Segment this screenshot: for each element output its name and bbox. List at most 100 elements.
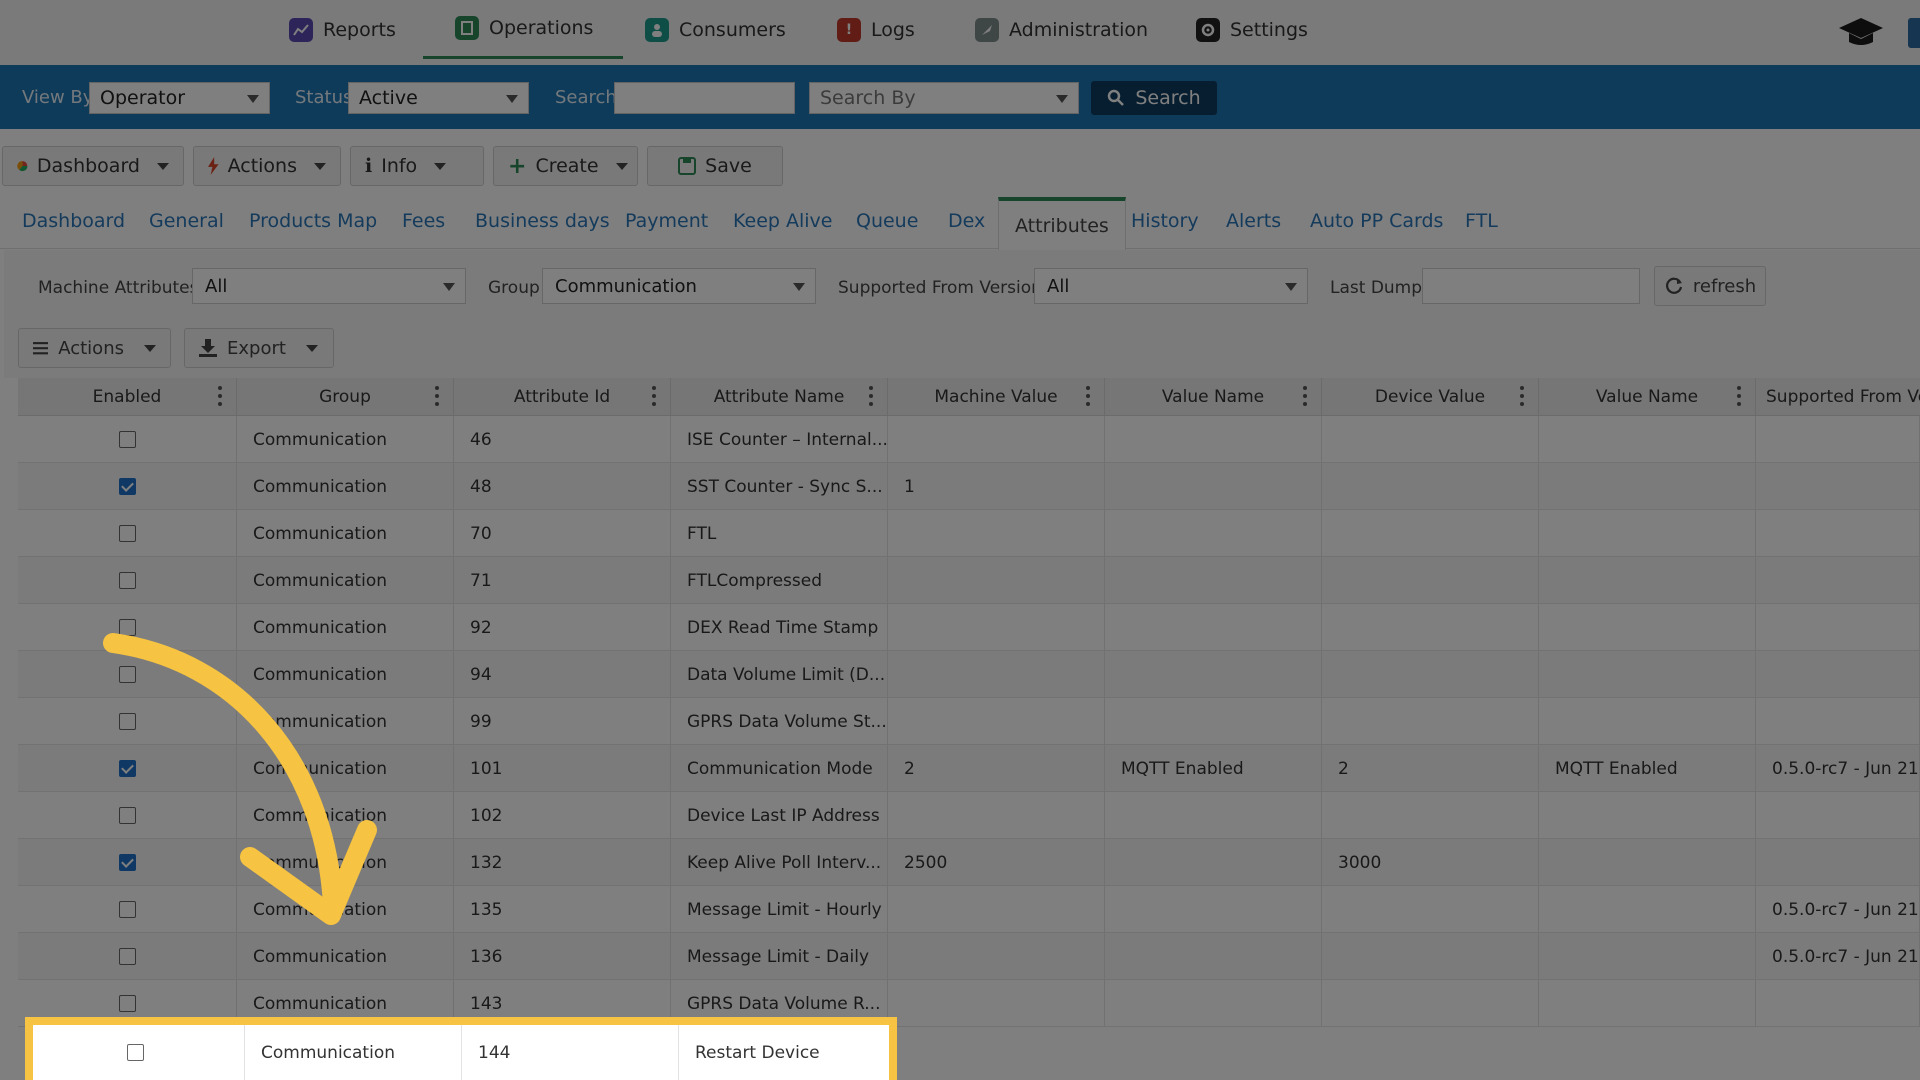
supported-from-version-cell [1756, 839, 1920, 886]
enabled-checkbox-cell [26, 1025, 245, 1080]
column-menu-icon[interactable] [1303, 386, 1307, 406]
tab-auto-pp-cards[interactable]: Auto PP Cards [1310, 210, 1444, 232]
tab-attributes[interactable]: Attributes [998, 197, 1126, 250]
search-button[interactable]: Search [1091, 81, 1217, 115]
table-row[interactable]: Communication 132 Keep Alive Poll Interv..… [18, 839, 1920, 886]
nav-logs[interactable]: ! Logs [837, 0, 915, 59]
table-row[interactable]: Communication 102 Device Last IP Address [18, 792, 1920, 839]
enabled-checkbox[interactable] [118, 572, 136, 589]
table-row[interactable]: Communication 92 DEX Read Time Stamp [18, 604, 1920, 651]
device-value-cell: 2 [1322, 745, 1539, 792]
search-by-select[interactable]: Search By [809, 82, 1079, 114]
filter-bar: View By Operator Status Active Search Se… [0, 65, 1920, 129]
enabled-checkbox[interactable] [126, 1044, 144, 1061]
tab-general[interactable]: General [149, 210, 224, 232]
table-row[interactable]: Communication 46 ISE Counter – Internal... [18, 416, 1920, 463]
nav-reports[interactable]: Reports [289, 0, 396, 59]
search-by-placeholder: Search By [820, 87, 916, 109]
group-select[interactable]: Communication [542, 268, 816, 304]
column-header-attribute-name[interactable]: Attribute Name [671, 378, 888, 416]
view-by-select[interactable]: Operator [89, 82, 270, 114]
nav-consumers[interactable]: Consumers [645, 0, 786, 59]
tab-business-days[interactable]: Business days [475, 210, 610, 232]
value-name-cell [1105, 463, 1322, 510]
nav-administration[interactable]: Administration [975, 0, 1148, 59]
column-menu-icon[interactable] [218, 386, 222, 406]
dashboard-dropdown-button[interactable]: Dashboard [2, 146, 184, 186]
supported-from-version-cell: 0.5.0-rc7 - Jun 21 2 [1756, 745, 1920, 792]
create-dropdown-button[interactable]: + Create [493, 146, 638, 186]
column-menu-icon[interactable] [652, 386, 656, 406]
column-header-attribute-id[interactable]: Attribute Id [454, 378, 671, 416]
table-row[interactable]: Communication 70 FTL [18, 510, 1920, 557]
export-dropdown-button[interactable]: Export [184, 328, 334, 368]
nav-settings[interactable]: Settings [1196, 0, 1308, 59]
column-header-device-value[interactable]: Device Value [1322, 378, 1539, 416]
tab-products-map[interactable]: Products Map [249, 210, 378, 232]
tab-history[interactable]: History [1131, 210, 1199, 232]
column-menu-icon[interactable] [1086, 386, 1090, 406]
enabled-checkbox[interactable] [118, 431, 136, 448]
column-menu-icon[interactable] [869, 386, 873, 406]
attribute-id-cell: 101 [454, 745, 671, 792]
enabled-checkbox[interactable] [118, 666, 136, 683]
nav-operations[interactable]: Operations [423, 0, 624, 59]
table-row[interactable]: Communication 101 Communication Mode 2 MQTT … [18, 745, 1920, 792]
enabled-checkbox[interactable] [118, 713, 136, 730]
highlighted-row-restart-device[interactable]: Communication 144 Restart Device [25, 1017, 897, 1080]
tab-queue[interactable]: Queue [856, 210, 919, 232]
column-header-machine-value[interactable]: Machine Value [888, 378, 1105, 416]
status-select[interactable]: Active [348, 82, 529, 114]
enabled-checkbox[interactable] [118, 525, 136, 542]
table-row[interactable]: Communication 99 GPRS Data Volume St... [18, 698, 1920, 745]
column-menu-icon[interactable] [1737, 386, 1741, 406]
table-row[interactable]: Communication 135 Message Limit - Hourly 0.… [18, 886, 1920, 933]
enabled-checkbox[interactable] [118, 854, 136, 871]
tab-ftl[interactable]: FTL [1465, 210, 1498, 232]
nav-administration-label: Administration [1009, 18, 1149, 41]
enabled-checkbox[interactable] [118, 478, 136, 495]
column-menu-icon[interactable] [1520, 386, 1524, 406]
graduation-cap-icon[interactable] [1837, 14, 1885, 50]
table-row[interactable]: Communication 94 Data Volume Limit (D... [18, 651, 1920, 698]
enabled-checkbox-cell [18, 886, 237, 933]
enabled-checkbox[interactable] [118, 948, 136, 965]
device-value-name-cell [1539, 839, 1756, 886]
enabled-checkbox[interactable] [118, 995, 136, 1012]
save-button[interactable]: Save [647, 146, 783, 186]
table-row[interactable]: Communication 136 Message Limit - Daily 0.5… [18, 933, 1920, 980]
enabled-checkbox[interactable] [118, 807, 136, 824]
column-menu-icon[interactable] [435, 386, 439, 406]
refresh-button[interactable]: refresh [1654, 266, 1766, 306]
group-cell: Communication [237, 745, 454, 792]
actions-dropdown-button[interactable]: Actions [193, 146, 341, 186]
supported-from-version-select[interactable]: All [1034, 268, 1308, 304]
tab-dashboard[interactable]: Dashboard [22, 210, 126, 232]
column-header-enabled[interactable]: Enabled [18, 378, 237, 416]
enabled-checkbox[interactable] [118, 901, 136, 918]
search-input[interactable] [614, 82, 795, 114]
grid-toolbar: Actions Export [4, 322, 1920, 378]
tab-payment[interactable]: Payment [625, 210, 709, 232]
column-header-value-name[interactable]: Value Name [1105, 378, 1322, 416]
enabled-checkbox[interactable] [118, 760, 136, 777]
tab-alerts[interactable]: Alerts [1226, 210, 1282, 232]
machine-attributes-select[interactable]: All [192, 268, 466, 304]
user-menu-icon[interactable] [1908, 18, 1920, 48]
info-dropdown-button[interactable]: i Info [350, 146, 484, 186]
tab-fees[interactable]: Fees [402, 210, 446, 232]
last-dump-field[interactable] [1422, 268, 1640, 304]
refresh-icon [1665, 277, 1682, 294]
device-value-name-cell [1539, 886, 1756, 933]
search-icon [1108, 89, 1125, 106]
column-header-group[interactable]: Group [237, 378, 454, 416]
tab-keep-alive[interactable]: Keep Alive [733, 210, 833, 232]
column-header-supported-from-version[interactable]: Supported From Ve [1756, 378, 1920, 416]
table-row[interactable]: Communication 71 FTLCompressed [18, 557, 1920, 604]
value-name-cell [1105, 792, 1322, 839]
enabled-checkbox[interactable] [118, 619, 136, 636]
table-row[interactable]: Communication 48 SST Counter - Sync S... 1 [18, 463, 1920, 510]
column-header-device-value-name[interactable]: Value Name [1539, 378, 1756, 416]
tab-dex[interactable]: Dex [948, 210, 986, 232]
grid-actions-dropdown-button[interactable]: Actions [18, 328, 171, 368]
